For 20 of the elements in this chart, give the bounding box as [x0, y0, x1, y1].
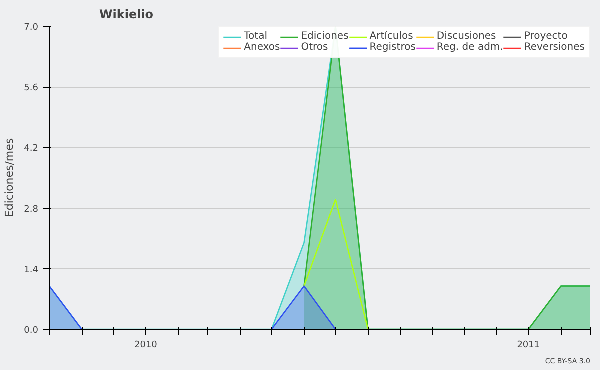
- y-tick-label: 4.2: [24, 144, 39, 154]
- legend-label: Anexos: [244, 42, 280, 53]
- y-tick-label: 1.4: [24, 265, 39, 276]
- x-tick-label: 2010: [134, 340, 158, 350]
- y-axis-title: Ediciones/mes: [3, 138, 16, 218]
- y-tick-label: 5.6: [24, 84, 39, 94]
- legend-label: Discusiones: [436, 31, 496, 42]
- chart-title: Wikielio: [100, 8, 154, 22]
- y-tick-label: 7.0: [24, 23, 39, 33]
- legend-label: Reversiones: [524, 42, 585, 53]
- x-tick-label: 2011: [517, 340, 540, 350]
- legend-label: Artículos: [370, 31, 414, 42]
- legend-label: Total: [244, 31, 268, 42]
- legend-label: Reg. de adm.: [436, 42, 504, 53]
- y-tick-label: 0.0: [24, 326, 39, 336]
- legend-label: Proyecto: [524, 31, 568, 42]
- legend-label: Ediciones: [301, 31, 349, 42]
- y-tick-label: 2.8: [24, 204, 39, 215]
- legend-label: Otros: [301, 42, 328, 53]
- legend-label: Registros: [370, 42, 416, 53]
